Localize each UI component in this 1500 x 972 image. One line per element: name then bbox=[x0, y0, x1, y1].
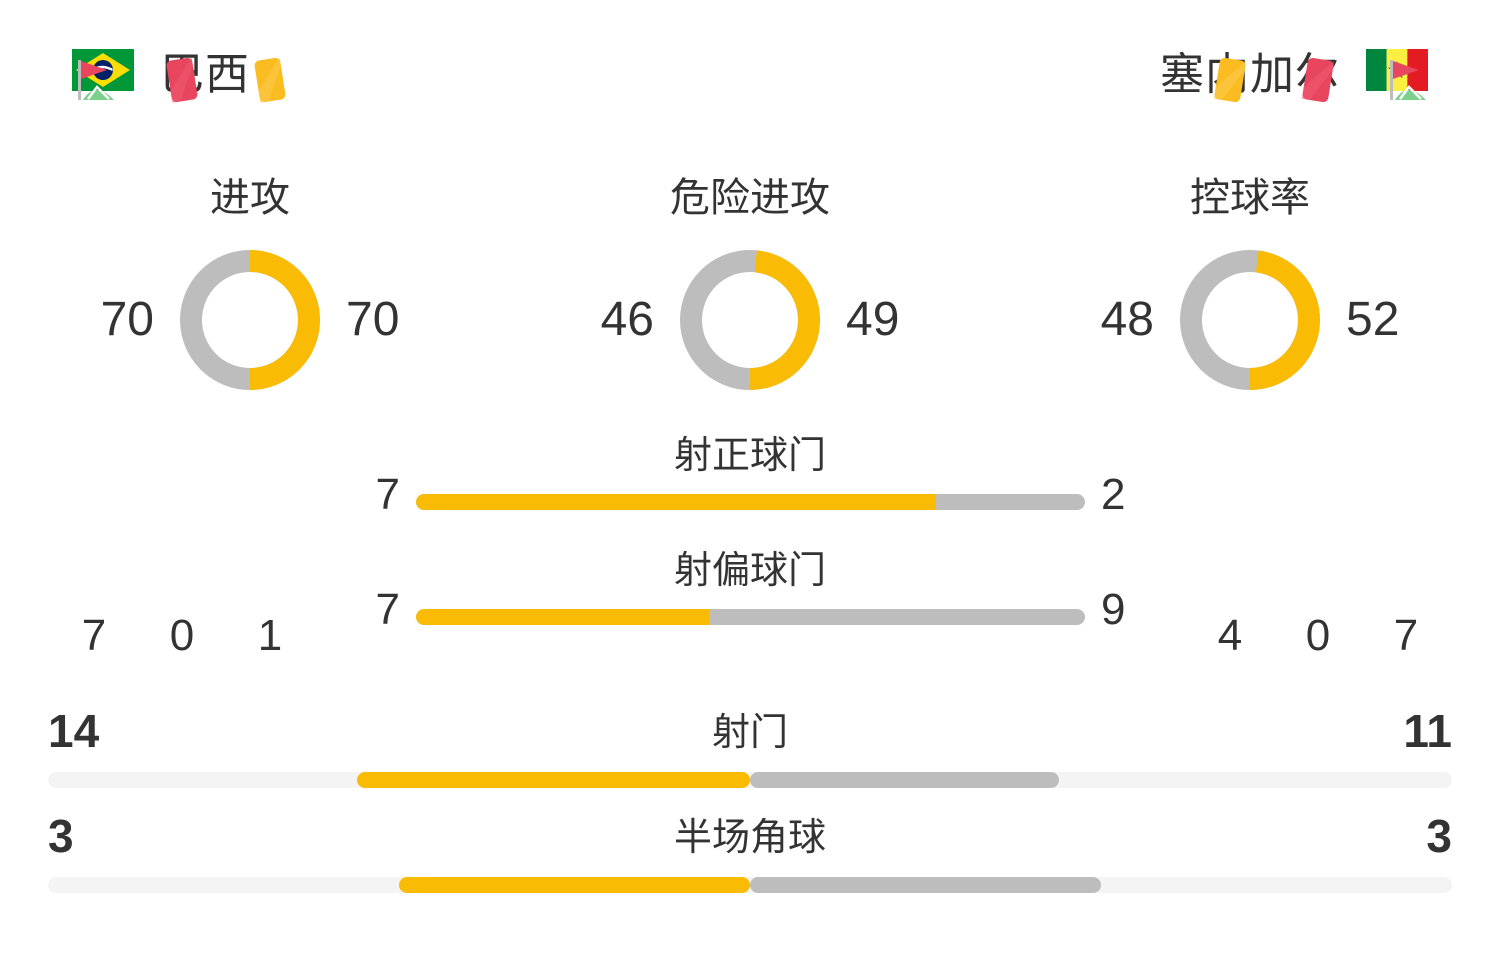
donut-values: 48 52 bbox=[1092, 250, 1408, 390]
donut-stat-dangerous-attacks: 危险进攻 46 49 bbox=[500, 150, 1000, 408]
stat-row-title: 射门 bbox=[711, 712, 788, 754]
yellow-card-icon bbox=[244, 52, 296, 108]
stat-bar bbox=[416, 494, 1085, 510]
donut-title: 危险进攻 bbox=[670, 176, 830, 220]
donut-values: 46 49 bbox=[592, 250, 908, 390]
stat-bar bbox=[48, 772, 1452, 788]
donut-away-value: 49 bbox=[846, 293, 900, 346]
bar-track bbox=[416, 609, 1085, 625]
corner-flag-icon bbox=[1380, 52, 1432, 108]
donut-home-value: 70 bbox=[100, 293, 154, 346]
stat-home-value: 3 bbox=[48, 810, 74, 862]
red-card-icon bbox=[1292, 52, 1344, 108]
donut-title: 进攻 bbox=[210, 176, 290, 220]
stat-away-value: 3 bbox=[1426, 810, 1452, 862]
donut-stat-attacks: 进攻 70 70 bbox=[0, 150, 500, 408]
bar-fill-home bbox=[416, 609, 710, 625]
away-side-icons bbox=[1204, 52, 1432, 108]
stat-row-shots-on-target: 射正球门 7 2 bbox=[0, 425, 1500, 540]
donut-home-value: 48 bbox=[1100, 293, 1154, 346]
stat-away-value: 2 bbox=[1101, 470, 1126, 519]
bar-fill-away bbox=[750, 772, 1059, 788]
bar-track bbox=[416, 494, 1085, 510]
stat-row-shots: 14 射门 11 bbox=[0, 700, 1500, 810]
away-red-cards-value: 0 bbox=[1305, 611, 1331, 660]
stat-home-value: 14 bbox=[48, 705, 100, 757]
stat-home-value: 7 bbox=[375, 585, 400, 634]
stat-bar bbox=[48, 877, 1452, 893]
away-corners-value: 7 bbox=[1393, 611, 1419, 660]
donut-title: 控球率 bbox=[1190, 176, 1310, 220]
stat-away-value: 9 bbox=[1101, 585, 1126, 634]
yellow-card-icon bbox=[1204, 52, 1256, 108]
red-card-icon bbox=[156, 52, 208, 108]
donut-stats-row: 进攻 70 70 危险进攻 46 49 bbox=[0, 150, 1500, 408]
donut-stat-possession: 控球率 48 52 bbox=[1000, 150, 1500, 408]
home-side-values: 7 0 1 bbox=[68, 614, 296, 658]
donut-chart-icon bbox=[1180, 250, 1320, 390]
home-yellow-cards-value: 1 bbox=[257, 611, 283, 660]
bar-fill-home bbox=[399, 877, 750, 893]
bar-fill-away bbox=[750, 877, 1101, 893]
donut-values: 70 70 bbox=[92, 250, 408, 390]
stat-row-title: 半场角球 bbox=[673, 817, 826, 859]
corner-flag-icon bbox=[68, 52, 120, 108]
away-yellow-cards-value: 4 bbox=[1217, 611, 1243, 660]
home-side-icons bbox=[68, 52, 296, 108]
stat-home-value: 7 bbox=[375, 470, 400, 519]
donut-chart-icon bbox=[680, 250, 820, 390]
home-red-cards-value: 0 bbox=[169, 611, 195, 660]
donut-away-value: 70 bbox=[346, 293, 400, 346]
donut-chart-icon bbox=[180, 250, 320, 390]
bar-fill-home bbox=[356, 772, 750, 788]
stat-row-shots-off-target: 射偏球门 7 9 bbox=[0, 540, 1500, 655]
stat-away-value: 11 bbox=[1403, 705, 1452, 757]
donut-home-value: 46 bbox=[600, 293, 654, 346]
stat-row-halftime-corners: 3 半场角球 3 bbox=[0, 805, 1500, 915]
bar-fill-home bbox=[416, 494, 937, 510]
stat-row-title: 射正球门 bbox=[673, 435, 826, 477]
donut-away-value: 52 bbox=[1346, 293, 1400, 346]
stat-row-title: 射偏球门 bbox=[673, 550, 826, 592]
away-side-values: 4 0 7 bbox=[1204, 614, 1432, 658]
stat-bar bbox=[416, 609, 1085, 625]
home-corners-value: 7 bbox=[81, 611, 107, 660]
